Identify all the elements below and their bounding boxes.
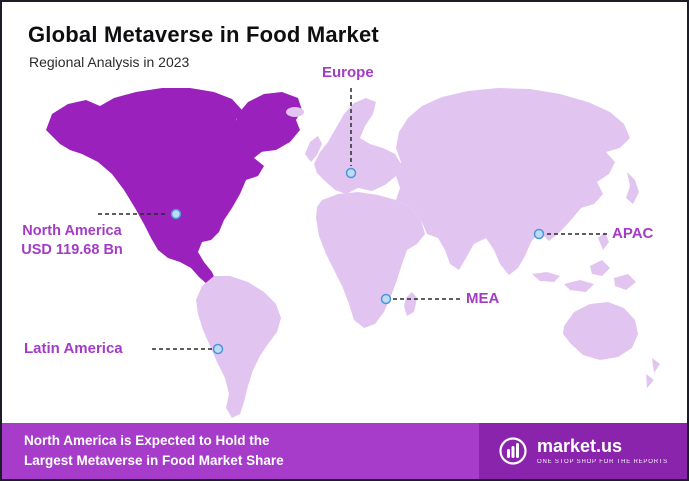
region-indonesia-1 [532, 272, 560, 282]
region-new-guinea [614, 274, 636, 290]
north-america-value: USD 119.68 Bn [21, 241, 123, 258]
marker-dot-north-america [170, 208, 182, 220]
region-new-zealand-2 [646, 374, 654, 388]
banner-caption-line2: Largest Metaverse in Food Market Share [24, 453, 284, 468]
marker-dot-apac [533, 228, 545, 240]
region-south-america [196, 276, 281, 418]
footer-banner: North America is Expected to Hold the La… [2, 423, 687, 479]
region-borneo [590, 260, 610, 276]
brand-tagline: ONE STOP SHOP FOR THE REPORTS [536, 458, 668, 465]
banner-caption-line1: North America is Expected to Hold the [24, 432, 270, 448]
region-greenland [234, 92, 302, 152]
region-new-zealand-1 [652, 358, 660, 373]
north-america-name: North America [22, 223, 122, 239]
region-japan [626, 172, 639, 204]
marker-dot-latin-america [212, 343, 224, 355]
region-africa [316, 192, 425, 328]
region-uk [305, 136, 322, 162]
region-iceland [286, 107, 304, 117]
region-indonesia-2 [564, 280, 594, 292]
marker-dot-mea [380, 293, 392, 305]
page-title: Global Metaverse in Food Market [28, 22, 379, 47]
region-label-north-america: North America USD 119.68 Bn [8, 222, 136, 260]
region-north-america [46, 88, 264, 285]
brand-text: market.us ONE STOP SHOP FOR THE REPORTS [536, 436, 668, 465]
region-label-apac: APAC [612, 225, 654, 242]
marker-dot-europe [345, 167, 357, 179]
region-madagascar [404, 292, 417, 316]
region-asia [396, 88, 630, 275]
region-australia [563, 302, 638, 360]
region-philippines [598, 232, 609, 250]
region-label-latin-america: Latin America [24, 340, 123, 357]
banner-caption: North America is Expected to Hold the La… [2, 423, 479, 479]
brand-name: market.us [536, 436, 623, 457]
region-label-mea: MEA [466, 290, 500, 307]
region-label-europe: Europe [322, 64, 374, 81]
page-subtitle: Regional Analysis in 2023 [29, 54, 190, 70]
brand-block: market.us ONE STOP SHOP FOR THE REPORTS [479, 423, 687, 479]
region-europe [314, 98, 401, 194]
market-us-logo-icon [499, 437, 527, 465]
